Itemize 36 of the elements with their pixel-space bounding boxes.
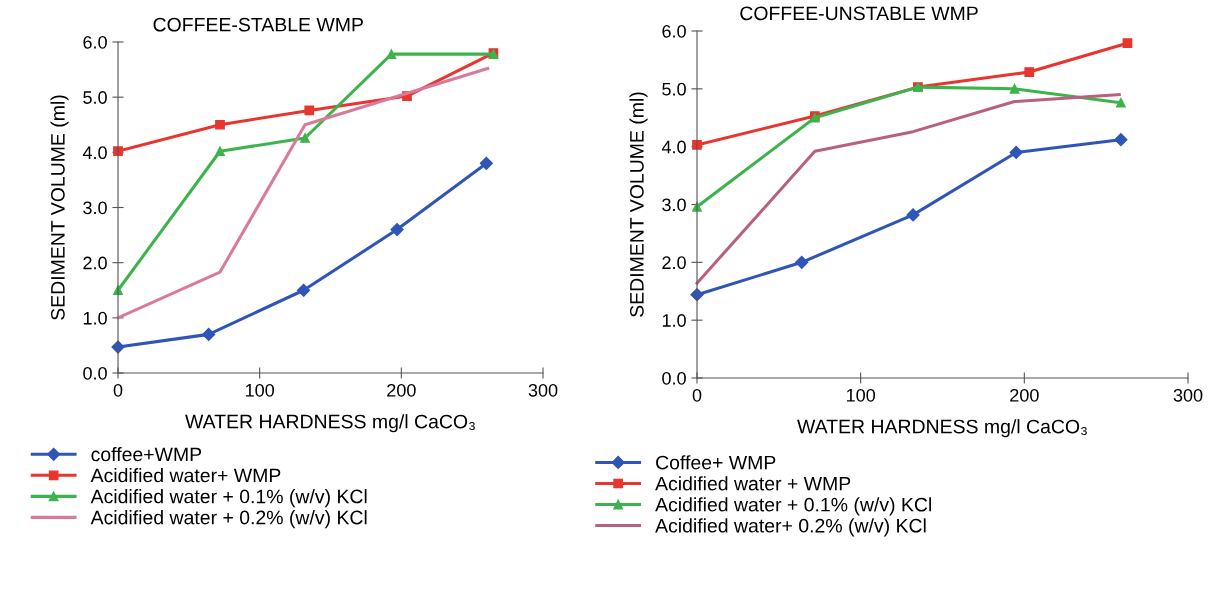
y-tick-label: 3.0: [83, 201, 107, 215]
y-tick-label: 2.0: [83, 256, 107, 270]
y-tick-label: 6.0: [83, 35, 107, 49]
x-axis-title: WATER HARDNESS mg/l CaCO₃: [797, 419, 1087, 438]
legend-label: Acidified water+ WMP: [90, 468, 281, 483]
legend-label: Acidified water + 0.2% (w/v) KCl: [90, 510, 367, 529]
y-tick-label: 4.0: [82, 146, 107, 160]
x-tick-label: 300: [528, 383, 558, 397]
x-tick-label: 300: [1173, 388, 1203, 402]
x-tick-label: 0: [692, 388, 702, 402]
legend-label: coffee+WMP: [91, 447, 202, 462]
x-tick-label: 100: [245, 383, 275, 397]
x-tick-label: 100: [846, 388, 876, 402]
y-tick-label: 1.0: [662, 314, 686, 327]
legend-label: Acidified water + WMP: [655, 476, 851, 491]
y-axis-title: SEDIMENT VOLUME (ml): [629, 92, 648, 317]
y-tick-label: 2.0: [662, 256, 686, 270]
y-tick-label: 4.0: [661, 140, 686, 154]
legend-label: Acidified water + 0.1% (w/v) KCl: [655, 497, 931, 516]
chart-title: COFFEE-UNSTABLE WMP: [740, 6, 978, 21]
y-tick-label: 3.0: [662, 198, 686, 212]
legend-label: Acidified water+ 0.2% (w/v) KCl: [655, 518, 926, 537]
legend-label: Coffee+ WMP: [656, 455, 776, 470]
x-tick-label: 0: [113, 383, 123, 397]
x-tick-label: 200: [387, 383, 416, 397]
y-tick-label: 1.0: [83, 311, 107, 325]
y-tick-label: 6.0: [662, 24, 686, 38]
chart-title: COFFEE-STABLE WMP: [153, 17, 363, 32]
x-axis-title: WATER HARDNESS mg/l CaCO₃: [185, 414, 475, 433]
x-tick-label: 200: [1010, 388, 1039, 402]
y-tick-label: 0.0: [83, 366, 107, 380]
y-tick-label: 0.0: [662, 371, 686, 385]
y-tick-label: 5.0: [83, 91, 107, 104]
y-tick-label: 5.0: [662, 82, 686, 96]
legend-label: Acidified water + 0.1% (w/v) KCl: [90, 489, 367, 508]
y-axis-title: SEDIMENT VOLUME (ml): [50, 95, 69, 320]
